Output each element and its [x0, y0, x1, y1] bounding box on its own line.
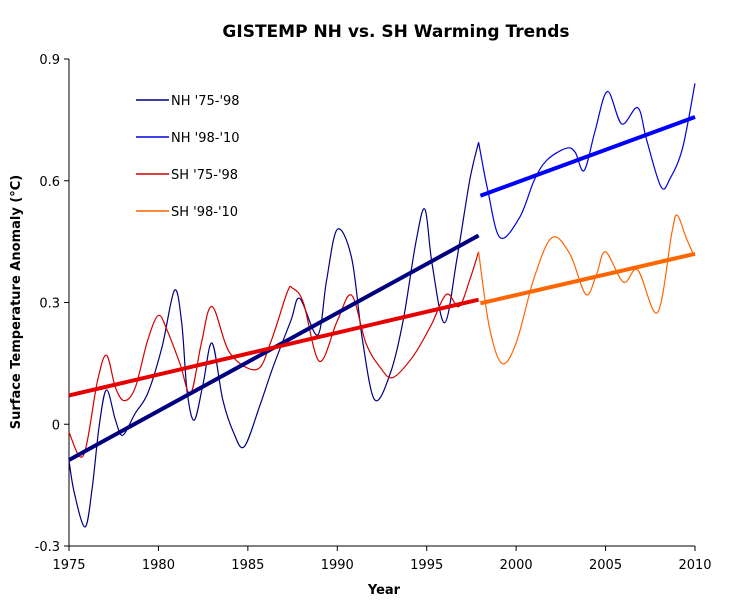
- x-tick-label: 1985: [231, 558, 264, 573]
- y-tick-label: 0.3: [39, 297, 60, 312]
- legend: NH '75-'98 NH '98-'10 SH '75-'98 SH '98-'10: [136, 94, 240, 220]
- trend-line-nh-98-10-trend: [479, 115, 696, 198]
- x-tick-label: 1995: [410, 558, 443, 573]
- x-tick-label: 2005: [589, 558, 622, 573]
- x-tick-label: 2000: [500, 558, 533, 573]
- legend-item: NH '75-'98: [136, 94, 240, 109]
- y-tick-label: -0.3: [35, 540, 60, 555]
- trend-line-sh-75-98-trend: [68, 297, 480, 398]
- x-tick-label: 1975: [52, 558, 85, 573]
- legend-item: NH '98-'10: [136, 131, 240, 146]
- trend-line-sh-98-10-trend: [479, 251, 696, 306]
- legend-item: SH '98-'10: [136, 205, 238, 220]
- y-axis-label: Surface Temperature Anomaly (°C): [9, 175, 24, 429]
- y-tick-label: 0.9: [39, 53, 60, 68]
- series-line-nh-75-98: [68, 142, 480, 528]
- legend-label: SH '75-'98: [171, 168, 238, 183]
- x-tick-label: 2010: [678, 558, 711, 573]
- legend-label: NH '75-'98: [171, 94, 240, 109]
- y-tick-label: 0.6: [39, 175, 60, 190]
- x-tick-label: 1990: [321, 558, 354, 573]
- legend-item: SH '75-'98: [136, 168, 238, 183]
- series-line-nh-98-10: [478, 83, 696, 240]
- x-tick-label: 1980: [142, 558, 175, 573]
- legend-label: SH '98-'10: [171, 205, 238, 220]
- trend-layer: [68, 115, 696, 462]
- legend-label: NH '98-'10: [171, 131, 240, 146]
- series-line-sh-75-98: [68, 251, 480, 458]
- y-tick-label: 0: [52, 418, 60, 433]
- series-line-sh-98-10: [478, 214, 694, 365]
- axes: -0.3 0 0.3 0.6 0.9 1975 1980 1985 1990 1995 2000 20…: [35, 53, 712, 573]
- x-axis-label: Year: [367, 583, 401, 598]
- chart-title: GISTEMP NH vs. SH Warming Trends: [222, 22, 569, 42]
- series-layer: [68, 83, 696, 528]
